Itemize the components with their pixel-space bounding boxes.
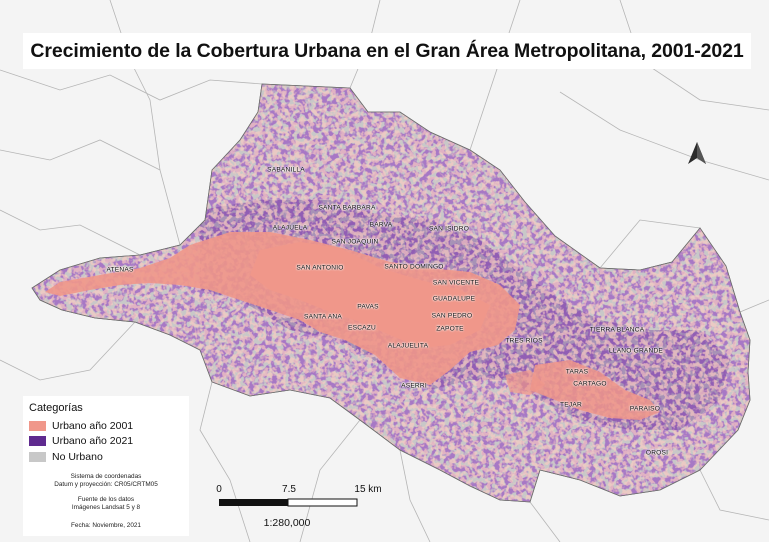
place-label-paraiso: PARAISO xyxy=(629,405,661,413)
place-label-santo-domingo: SANTO DOMINGO xyxy=(384,263,444,271)
place-label-san-pedro: SAN PEDRO xyxy=(431,312,473,320)
place-label-barva: BARVA xyxy=(369,221,393,229)
place-label-escazu: ESCAZU xyxy=(348,324,376,332)
place-label-sabanilla: SABANILLA xyxy=(267,166,305,174)
scale-ratio: 1:280,000 xyxy=(263,517,311,529)
map-date: Fecha: Noviembre, 2021 xyxy=(71,522,141,529)
place-label-orosi: OROSI xyxy=(645,449,669,457)
crs-title: Sistema de coordenadas xyxy=(70,473,142,480)
place-label-guadalupe: GUADALUPE xyxy=(432,295,476,303)
place-label-tres-rios: TRES RIOS xyxy=(505,337,543,345)
place-label-atenas: ATENAS xyxy=(106,266,134,274)
crs-value: Datum y proyección: CR05/CRTM05 xyxy=(54,481,158,488)
legend-label: No Urbano xyxy=(52,451,103,463)
place-label-alajuelita: ALAJUELITA xyxy=(387,342,429,350)
source-value: Imágenes Landsat 5 y 8 xyxy=(71,504,141,511)
legend-item-no-urbano: No Urbano xyxy=(29,451,103,463)
map-title: Crecimiento de la Cobertura Urbana en el… xyxy=(30,39,744,62)
legend-item-urbano-2021: Urbano año 2021 xyxy=(29,435,133,447)
legend-title: Categorías xyxy=(29,402,83,414)
scale-tick-end: 15 km xyxy=(354,484,382,495)
north-arrow-icon xyxy=(688,142,706,164)
swatch-no-urbano xyxy=(29,452,46,462)
place-label-pavas: PAVAS xyxy=(357,303,379,311)
place-label-aserri: ASERRI xyxy=(401,382,427,390)
place-label-taras: TARAS xyxy=(565,368,589,376)
place-label-san-antonio: SAN ANTONIO xyxy=(296,264,344,272)
place-label-tejar: TEJAR xyxy=(560,401,582,409)
place-label-san-vicente: SAN VICENTE xyxy=(432,279,480,287)
place-label-zapote: ZAPOTE xyxy=(436,325,464,333)
place-label-alajuela: ALAJUELA xyxy=(272,224,308,232)
place-label-llano-grande: LLANO GRANDE xyxy=(608,347,664,355)
source-title: Fuente de los datos xyxy=(77,496,135,503)
place-label-san-isidro: SAN ISIDRO xyxy=(428,225,470,233)
legend-label: Urbano año 2021 xyxy=(52,435,134,447)
place-label-cartago: CARTAGO xyxy=(573,380,607,388)
place-label-san-joaquin: SAN JOAQUIN xyxy=(331,238,379,246)
place-label-santa-barbara: SANTA BARBARA xyxy=(318,204,376,212)
swatch-urbano-2001 xyxy=(29,421,46,431)
map-title-box: Crecimiento de la Cobertura Urbana en el… xyxy=(23,33,751,69)
legend: Categorías Urbano año 2001 Urbano año 20… xyxy=(23,396,189,536)
legend-label: Urbano año 2001 xyxy=(52,420,134,432)
legend-item-urbano-2001: Urbano año 2001 xyxy=(29,420,133,432)
swatch-urbano-2021 xyxy=(29,436,46,446)
scale-tick-0: 0 xyxy=(216,484,222,495)
scale-tick-mid: 7.5 xyxy=(282,484,296,495)
place-label-tierra-blanca: TIERRA BLANCA xyxy=(589,326,645,334)
place-label-santa-ana: SANTA ANA xyxy=(304,313,342,321)
scale-bar xyxy=(219,498,358,507)
